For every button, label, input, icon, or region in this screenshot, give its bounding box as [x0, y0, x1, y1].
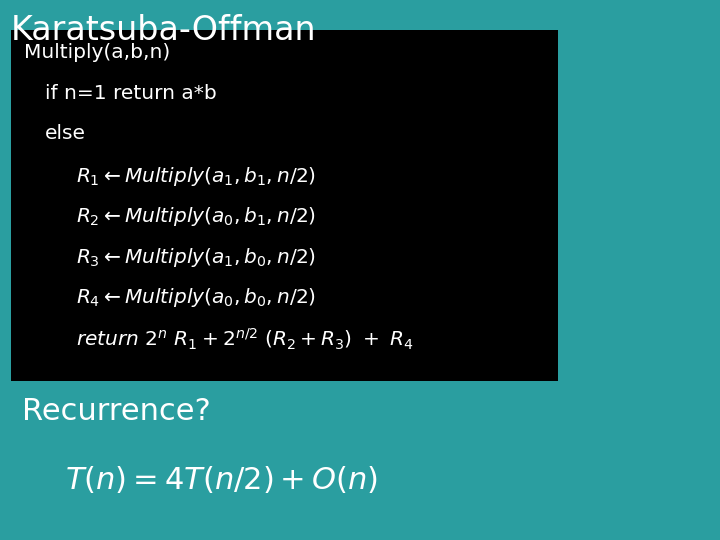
Text: else: else [45, 124, 86, 143]
FancyBboxPatch shape [11, 30, 558, 381]
Text: Recurrence?: Recurrence? [22, 397, 210, 426]
Text: $T(n) = 4T(n/2) + O(n)$: $T(n) = 4T(n/2) + O(n)$ [65, 464, 378, 495]
Text: if n=1 return a*b: if n=1 return a*b [45, 84, 217, 103]
Text: $R_2 \leftarrow Multiply(a_0,b_1,n/2)$: $R_2 \leftarrow Multiply(a_0,b_1,n/2)$ [76, 205, 315, 228]
Text: Multiply(a,b,n): Multiply(a,b,n) [24, 43, 170, 62]
Text: $R_4 \leftarrow Multiply(a_0,b_0,n/2)$: $R_4 \leftarrow Multiply(a_0,b_0,n/2)$ [76, 286, 315, 309]
Text: Karatsuba-Offman: Karatsuba-Offman [11, 14, 316, 46]
Text: $return\ 2^n\ R_1+ 2^{n/2}\ (R_2+R_3)\ +\ R_4$: $return\ 2^n\ R_1+ 2^{n/2}\ (R_2+R_3)\ +… [76, 327, 413, 352]
Text: $R_3 \leftarrow Multiply(a_1,b_0,n/2)$: $R_3 \leftarrow Multiply(a_1,b_0,n/2)$ [76, 246, 315, 269]
Text: $R_1 \leftarrow Multiply(a_1,b_1,n/2)$: $R_1 \leftarrow Multiply(a_1,b_1,n/2)$ [76, 165, 315, 188]
